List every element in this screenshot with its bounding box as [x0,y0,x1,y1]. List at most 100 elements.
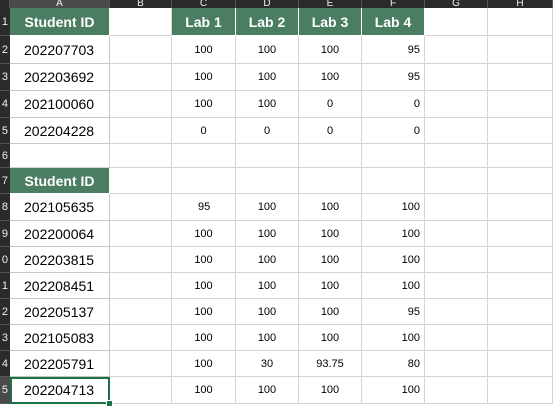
select-all-corner[interactable] [0,0,10,8]
grid-cell[interactable] [425,221,488,247]
lab-score-cell[interactable]: 100 [236,273,299,299]
lab-score-cell[interactable]: 100 [299,273,362,299]
grid-cell[interactable] [425,168,488,194]
grid-cell[interactable] [425,64,488,91]
grid-cell[interactable] [110,36,172,64]
grid-cell[interactable] [110,91,172,118]
column-header-b[interactable]: B [110,0,172,8]
row-header[interactable]: 4 [0,351,10,377]
column-title-cell[interactable]: Lab 2 [236,8,299,36]
student-id-cell[interactable]: 202204228 [10,118,110,144]
lab-score-cell[interactable]: 0 [236,118,299,144]
grid-cell[interactable] [488,36,553,64]
grid-cell[interactable] [110,247,172,273]
row-header[interactable]: 2 [0,36,10,64]
grid-cell[interactable] [488,194,553,221]
grid-cell[interactable] [425,247,488,273]
grid-cell[interactable] [236,168,299,194]
grid-cell[interactable] [236,144,299,168]
student-id-cell[interactable]: 202203692 [10,64,110,91]
student-id-cell[interactable]: 202205791 [10,351,110,377]
row-header[interactable]: 3 [0,325,10,351]
row-header[interactable]: 8 [0,194,10,221]
lab-score-cell[interactable]: 0 [362,91,425,118]
lab-score-cell[interactable]: 100 [172,273,236,299]
grid-cell[interactable] [425,144,488,168]
lab-score-cell[interactable]: 100 [236,91,299,118]
grid-cell[interactable] [425,299,488,325]
column-header-e[interactable]: E [299,0,362,8]
row-header[interactable]: 1 [0,273,10,299]
lab-score-cell[interactable]: 95 [172,194,236,221]
column-title-cell[interactable]: Lab 3 [299,8,362,36]
lab-score-cell[interactable]: 100 [172,64,236,91]
grid-cell[interactable] [425,36,488,64]
lab-score-cell[interactable]: 100 [236,325,299,351]
lab-score-cell[interactable]: 100 [236,299,299,325]
lab-score-cell[interactable]: 95 [362,64,425,91]
lab-score-cell[interactable]: 100 [299,299,362,325]
row-header[interactable]: 3 [0,64,10,91]
row-header[interactable]: 1 [0,8,10,36]
lab-score-cell[interactable]: 100 [299,64,362,91]
lab-score-cell[interactable]: 100 [362,377,425,404]
column-header-c[interactable]: C [172,0,236,8]
grid-cell[interactable] [299,168,362,194]
student-id-cell[interactable]: 202105083 [10,325,110,351]
lab-score-cell[interactable]: 100 [362,221,425,247]
grid-cell[interactable] [488,91,553,118]
grid-cell[interactable] [172,144,236,168]
student-id-cell[interactable]: 202207703 [10,36,110,64]
column-header-g[interactable]: G [425,0,488,8]
grid-cell[interactable] [10,144,110,168]
lab-score-cell[interactable]: 100 [172,325,236,351]
lab-score-cell[interactable]: 100 [362,194,425,221]
lab-score-cell[interactable]: 100 [172,91,236,118]
grid-cell[interactable] [425,8,488,36]
grid-cell[interactable] [488,351,553,377]
grid-cell[interactable] [425,273,488,299]
grid-cell[interactable] [488,64,553,91]
grid-cell[interactable] [110,8,172,36]
grid-cell[interactable] [425,377,488,404]
row-header[interactable]: 5 [0,377,10,404]
grid-cell[interactable] [488,118,553,144]
grid-cell[interactable] [488,8,553,36]
lab-score-cell[interactable]: 100 [172,221,236,247]
grid-cell[interactable] [110,325,172,351]
grid-cell[interactable] [110,64,172,91]
grid-cell[interactable] [488,273,553,299]
grid-cell[interactable] [362,168,425,194]
lab-score-cell[interactable]: 100 [362,273,425,299]
student-id-cell[interactable]: 202100060 [10,91,110,118]
grid-cell[interactable] [110,351,172,377]
lab-score-cell[interactable]: 100 [236,36,299,64]
lab-score-cell[interactable]: 100 [299,325,362,351]
grid-cell[interactable] [488,247,553,273]
lab-score-cell[interactable]: 0 [299,118,362,144]
grid-cell[interactable] [110,221,172,247]
lab-score-cell[interactable]: 100 [236,64,299,91]
lab-score-cell[interactable]: 100 [299,221,362,247]
grid-cell[interactable] [110,144,172,168]
grid-cell[interactable] [110,168,172,194]
column-title-cell[interactable]: Student ID [10,168,110,194]
grid-cell[interactable] [425,194,488,221]
grid-cell[interactable] [488,144,553,168]
lab-score-cell[interactable]: 100 [172,36,236,64]
row-header[interactable]: 2 [0,299,10,325]
lab-score-cell[interactable]: 95 [362,299,425,325]
lab-score-cell[interactable]: 100 [236,247,299,273]
lab-score-cell[interactable]: 100 [362,325,425,351]
lab-score-cell[interactable]: 80 [362,351,425,377]
lab-score-cell[interactable]: 100 [172,247,236,273]
student-id-cell[interactable]: 202105635 [10,194,110,221]
lab-score-cell[interactable]: 100 [299,377,362,404]
grid-cell[interactable] [488,377,553,404]
fill-handle[interactable] [106,400,113,407]
grid-cell[interactable] [488,221,553,247]
column-header-h[interactable]: H [488,0,553,8]
student-id-cell[interactable]: 202203815 [10,247,110,273]
grid-cell[interactable] [488,168,553,194]
